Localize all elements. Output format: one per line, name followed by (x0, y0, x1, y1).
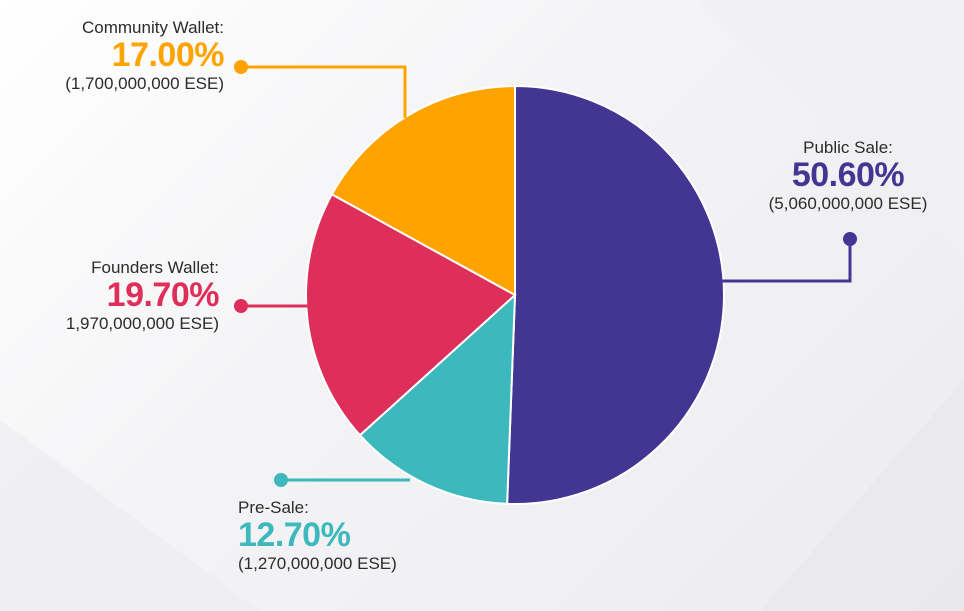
series-name-pre-sale: Pre-Sale: (238, 498, 309, 517)
leader-line-community-wallet (241, 65, 407, 118)
series-amount-founders-wallet: 1,970,000,000 ESE) (65, 313, 219, 333)
label-community-wallet: Community Wallet: 17.00% (1,700,000,000 … (65, 18, 224, 94)
leader-dot-founders-wallet (234, 299, 248, 313)
series-percent-founders-wallet: 19.70% (106, 276, 220, 314)
pie-slice-public-sale (506, 84, 725, 505)
label-pre-sale: Pre-Sale: 12.70% (1,270,000,000 ESE) (238, 498, 397, 574)
series-percent-pre-sale: 12.70% (238, 516, 351, 554)
label-founders-wallet: Founders Wallet: 19.70% 1,970,000,000 ES… (65, 258, 220, 334)
series-name-community-wallet: Community Wallet: (81, 18, 224, 37)
series-name-founders-wallet: Founders Wallet: (91, 258, 219, 277)
series-amount-pre-sale: (1,270,000,000 ESE) (238, 553, 397, 573)
series-percent-public-sale: 50.60% (791, 156, 905, 194)
leader-line-public-sale (720, 239, 852, 283)
pie-slice-pre-sale (358, 292, 517, 505)
leader-dot-public-sale (843, 232, 857, 246)
label-public-sale: Public Sale: 50.60% (5,060,000,000 ESE) (738, 138, 958, 214)
pie-slice-founders-wallet (305, 192, 517, 437)
leader-dot-community-wallet (234, 60, 248, 74)
leader-dot-pre-sale (274, 473, 288, 487)
series-amount-public-sale: (5,060,000,000 ESE) (768, 193, 928, 213)
series-amount-community-wallet: (1,700,000,000 ESE) (65, 73, 224, 93)
series-name-public-sale: Public Sale: (803, 138, 893, 157)
pie-slice-community-wallet (330, 84, 516, 297)
series-percent-community-wallet: 17.00% (111, 36, 225, 74)
